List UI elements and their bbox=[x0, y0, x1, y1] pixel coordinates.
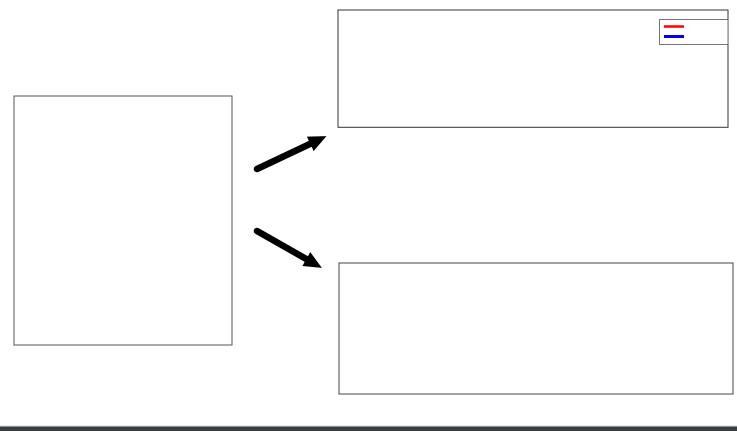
panel-b-border bbox=[337, 9, 729, 128]
arrow-a-to-c bbox=[253, 227, 322, 268]
bottom-edge-highlight bbox=[0, 425, 737, 427]
panel-a-vs-profile bbox=[13, 95, 233, 346]
bottom-window-edge bbox=[0, 425, 737, 431]
arrow-a-to-b bbox=[253, 136, 327, 173]
legend-box bbox=[659, 19, 729, 45]
panel-b-legend bbox=[659, 19, 729, 45]
panel-c-dispersion bbox=[338, 262, 734, 395]
bottom-edge-bar bbox=[0, 426, 737, 431]
panel-b-hv-spectrum bbox=[337, 9, 729, 128]
panel-c-border bbox=[338, 262, 734, 395]
panel-a-border bbox=[13, 95, 233, 346]
dispersion-heatmap bbox=[339, 263, 733, 394]
arrows bbox=[253, 136, 327, 268]
